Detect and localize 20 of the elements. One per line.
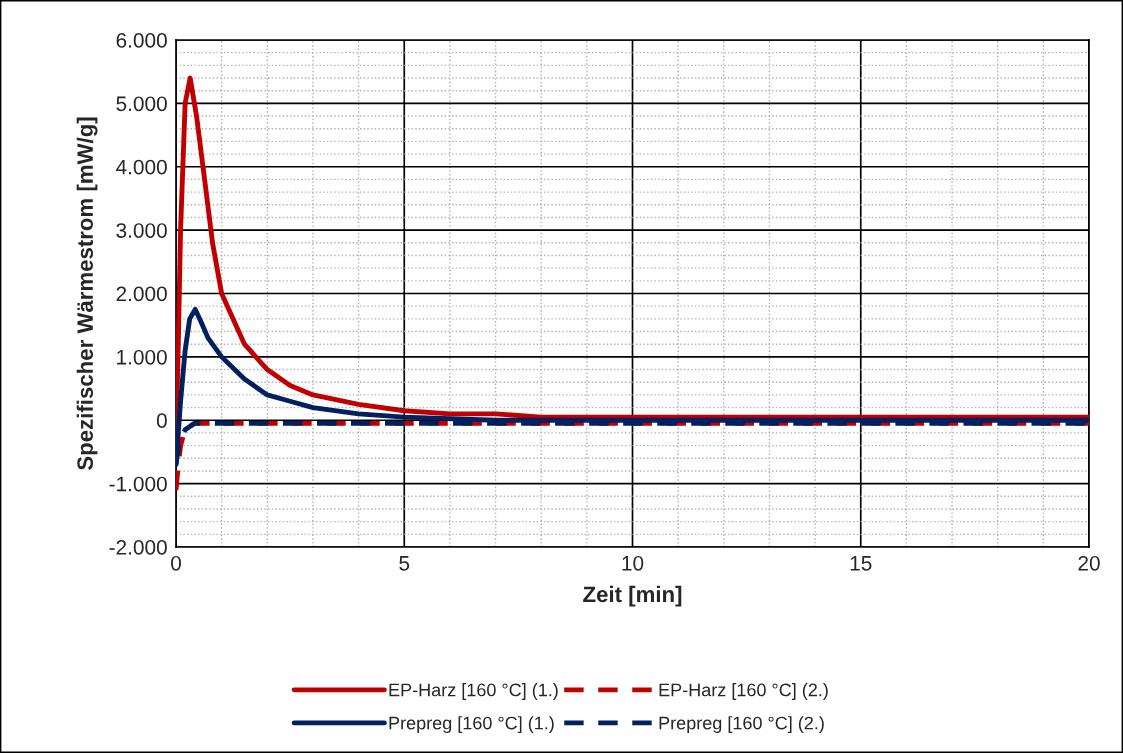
x-tick-label: 10: [622, 555, 644, 571]
y-tick-label: 6.000: [116, 33, 167, 48]
legend-label: Prepreg [160 °C] (1.): [389, 716, 554, 733]
y-axis-title: Spezifischer Wärmestrom [mW/g]: [76, 117, 98, 471]
x-tick-label: 15: [850, 556, 872, 571]
y-tick-label: 1.000: [117, 349, 167, 365]
y-tick-label: -1.000: [109, 476, 167, 492]
legend-label: Prepreg [160 °C] (2.): [659, 716, 824, 733]
x-axis-title: Zeit [min]: [583, 585, 682, 607]
legend-label: EP-Harz [160 °C] (1.): [389, 683, 558, 700]
x-tick-label: 5: [399, 556, 410, 571]
x-tick-label: 0: [171, 555, 181, 571]
legend-label: EP-Harz [160 °C] (2.): [659, 683, 828, 700]
y-tick-label: 2.000: [116, 286, 167, 302]
y-tick-label: 4.000: [116, 159, 167, 175]
y-tick-label: 3.000: [116, 223, 167, 238]
x-tick-label: 20: [1078, 555, 1100, 571]
y-tick-label: 0: [156, 413, 167, 428]
y-tick-label: -2.000: [109, 540, 167, 555]
y-tick-label: 5.000: [116, 96, 167, 112]
